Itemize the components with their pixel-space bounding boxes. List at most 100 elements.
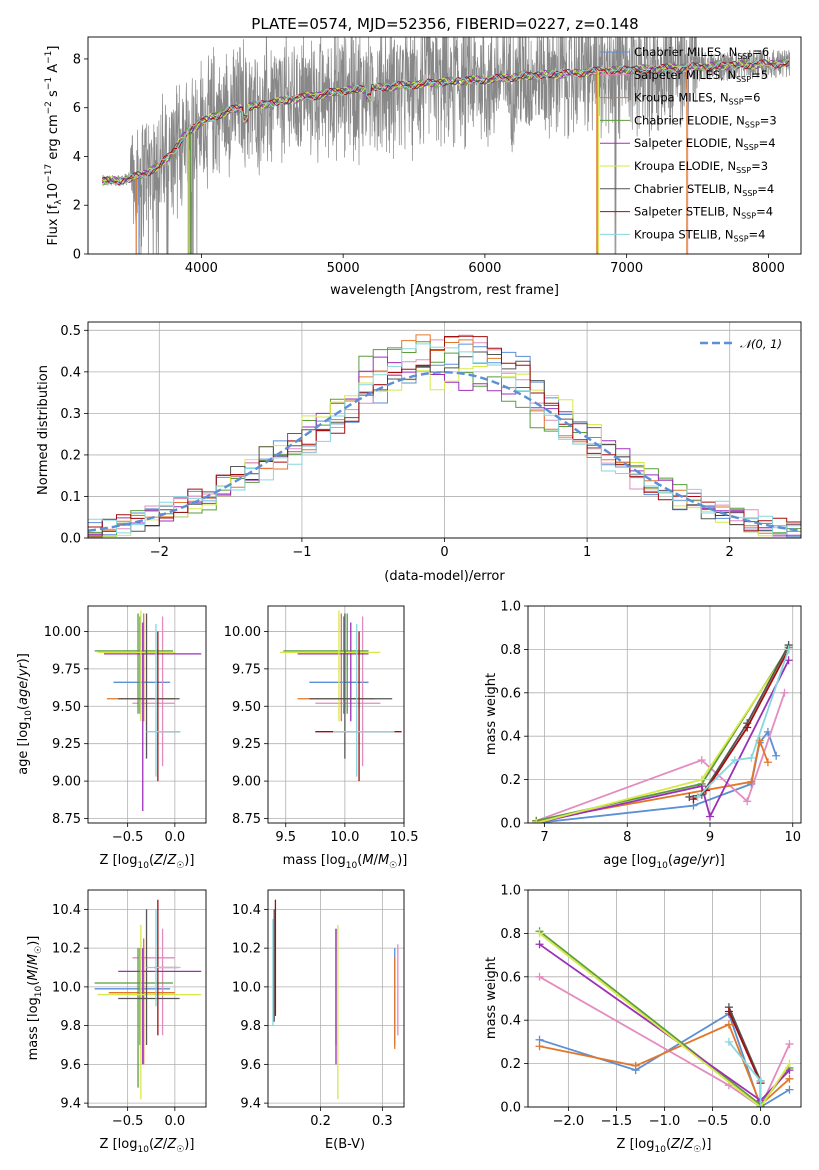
z_vs_mass-ylabel: mass [log10(M/M☉)]: [26, 936, 44, 1061]
spectrum-xtick-label: 5000: [327, 261, 360, 276]
mass_vs_age-ytick-label: 10.00: [224, 625, 261, 640]
residuals-xtick-label: −2: [150, 545, 169, 560]
z_vs_weight-ytick-label: 0.8: [500, 927, 521, 942]
spectrum-plot-area: [101, 37, 791, 254]
spectrum-xtick-label: 8000: [752, 261, 785, 276]
z_vs_weight-xtick-label: −1.0: [649, 1114, 681, 1129]
residuals-ytick-label: 0.5: [60, 324, 81, 339]
legend-label: Salpeter MILES, NSSP=5: [634, 68, 768, 84]
z_vs_age-xtick-label: −0.5: [112, 830, 144, 845]
weight-marker: [772, 751, 781, 760]
residual-histogram: [88, 343, 801, 535]
weight-line: [689, 644, 790, 798]
z_vs_mass-ytick-label: 10.2: [52, 942, 81, 957]
z_vs_mass-ytick-label: 9.8: [60, 1019, 81, 1034]
z_vs_weight-ytick-label: 1.0: [500, 884, 521, 899]
spectrum-axes: 4000 5000 6000 7000 8000 0 2 4 6 8: [73, 52, 785, 276]
ebv_vs_mass-axes: 0.2 0.3 9.4 9.6 9.8 10.0 10.2 10.4: [232, 890, 404, 1129]
ebv_vs_mass-ytick-label: 9.4: [240, 1097, 261, 1112]
age_vs_weight-ytick-label: 0.4: [500, 730, 521, 745]
z_vs_weight-frame: [527, 889, 802, 1108]
residual-histogram: [88, 351, 801, 537]
weight-marker: [730, 756, 739, 765]
figure-title: PLATE=0574, MJD=52356, FIBERID=0227, z=0…: [251, 15, 638, 33]
weight-marker: [763, 758, 772, 767]
z_vs_mass-xtick-label: −0.5: [112, 1114, 144, 1129]
spectrum-xlabel: wavelength [Angstrom, rest frame]: [330, 283, 559, 298]
legend-label: Salpeter ELODIE, NSSP=4: [634, 136, 776, 152]
weight-marker: [756, 1103, 765, 1107]
mass_vs_age-xtick-label: 9.5: [275, 830, 296, 845]
spectrum-legend: Chabrier MILES, NSSP=6 Salpeter MILES, NS…: [600, 45, 777, 243]
ebv_vs_mass-ytick-label: 9.6: [240, 1058, 261, 1073]
residuals-xlabel: (data-model)/error: [384, 569, 505, 584]
ebv_vs_mass-plot-area: [272, 899, 399, 1100]
ebv_vs_mass-xtick-label: 0.3: [372, 1114, 393, 1129]
weight-line: [696, 649, 790, 798]
weight-line: [536, 737, 769, 822]
age_vs_weight-ytick-label: 1.0: [500, 600, 521, 615]
age_vs_weight-frame: [527, 605, 802, 824]
z_vs_age-ylabel: age [log10(age/yr)]: [16, 653, 34, 775]
z_vs_mass-xtick-label: 0.0: [165, 1114, 186, 1129]
ebv_vs_mass-xlabel: E(B-V): [325, 1137, 365, 1152]
weight-marker: [785, 1059, 794, 1068]
age_vs_weight-ytick-label: 0.8: [500, 643, 521, 658]
residuals-ytick-label: 0.2: [60, 448, 81, 463]
legend-label: Chabrier STELIB, NSSP=4: [634, 182, 774, 198]
z_vs_weight-xlabel: Z [log10(Z/Z☉)]: [617, 1137, 712, 1155]
legend-label: Kroupa STELIB, NSSP=4: [634, 227, 765, 243]
mass_vs_age-xtick-label: 10.0: [330, 830, 359, 845]
z_vs_mass-ytick-label: 9.4: [60, 1097, 81, 1112]
age_vs_weight-ytick-label: 0.2: [500, 773, 521, 788]
legend-label: Chabrier MILES, NSSP=6: [634, 45, 769, 61]
z_vs_age-axes: −0.5 0.0 8.75 9.00 9.25 9.50 9.75 10.00: [44, 606, 206, 845]
spectrum-xtick-label: 7000: [610, 261, 643, 276]
ebv_vs_mass-ytick-label: 10.0: [232, 980, 261, 995]
spectrum-xtick-label: 6000: [468, 261, 501, 276]
legend-label: Kroupa ELODIE, NSSP=3: [634, 159, 768, 175]
model-spectrum-line: [101, 59, 790, 185]
z_vs_weight-plot-area: [535, 927, 794, 1107]
mass_vs_age-ytick-label: 9.75: [232, 662, 261, 677]
spectrum-xtick-label: 4000: [185, 261, 218, 276]
z_vs_age-ytick-label: 9.00: [52, 775, 81, 790]
spectrum-ytick-label: 4: [73, 150, 81, 165]
weight-marker: [535, 1042, 544, 1051]
normal-curve: [88, 371, 799, 532]
z_vs_age-xtick-label: 0.0: [165, 830, 186, 845]
z_vs_age-xlabel: Z [log10(Z/Z☉)]: [100, 853, 195, 871]
z_vs_mass-frame: [87, 889, 207, 1108]
age_vs_weight-plot-area: [532, 641, 793, 823]
weight-marker: [785, 1085, 794, 1094]
z_vs_mass-ytick-label: 10.4: [52, 903, 81, 918]
weight-marker: [747, 777, 756, 786]
z_vs_mass-ytick-label: 9.6: [60, 1058, 81, 1073]
ebv_vs_mass-frame: [267, 889, 405, 1108]
z_vs_weight-xtick-label: −0.5: [697, 1114, 729, 1129]
legend-label: Salpeter STELIB, NSSP=4: [634, 205, 773, 221]
age_vs_weight-xtick-label: 10: [784, 830, 801, 845]
residuals-axes: −2 −1 0 1 2 0.0 0.1 0.2 0.3 0.4 0.5: [60, 322, 801, 560]
legend-label: 𝒩(0, 1): [740, 337, 782, 351]
weight-marker: [706, 812, 714, 821]
spectrum-ytick-label: 6: [73, 101, 81, 116]
weight-line: [536, 659, 790, 823]
residuals-ytick-label: 0.1: [60, 490, 81, 505]
weight-marker: [784, 645, 793, 654]
residual-histogram: [88, 341, 801, 537]
z_vs_age-ytick-label: 9.75: [52, 662, 81, 677]
z_vs_age-plot-area: [94, 610, 202, 812]
weight-marker: [747, 753, 756, 762]
age_vs_weight-xtick-label: 9: [706, 830, 714, 845]
z_vs_weight-axes: −2.0 −1.5 −1.0 −0.5 0.0 0.0 0.2 0.4 0.6 0.8 1.0: [500, 884, 801, 1129]
residuals-plot-area: [88, 334, 801, 538]
mass_vs_age-frame: [267, 605, 405, 824]
ebv_vs_mass-ytick-label: 10.2: [232, 942, 261, 957]
spectrum-ytick-label: 2: [73, 199, 81, 214]
weight-marker: [535, 929, 544, 938]
mass_vs_age-ytick-label: 9.50: [232, 700, 261, 715]
weight-marker: [697, 756, 706, 765]
mass_vs_age-ytick-label: 9.25: [232, 737, 261, 752]
age_vs_weight-xtick-label: 8: [623, 830, 631, 845]
